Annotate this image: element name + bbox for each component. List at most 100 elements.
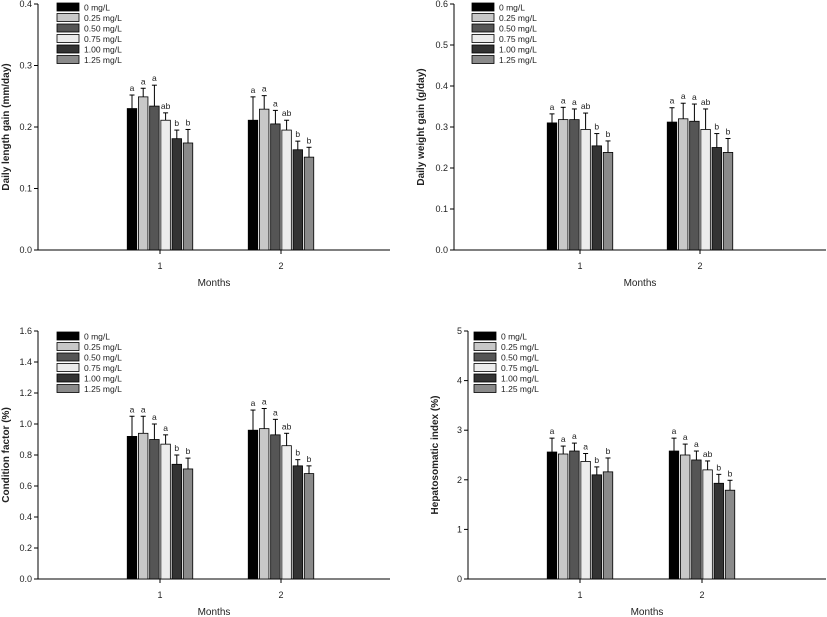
x-tick-label: 1 (577, 261, 582, 271)
legend-label: 0.50 mg/L (84, 353, 122, 363)
significance-letter: a (273, 407, 278, 417)
significance-letter: a (561, 434, 566, 444)
bar (182, 142, 194, 251)
legend-swatch (471, 13, 495, 22)
y-axis-title: Daily weight gain (g/day) (416, 68, 427, 185)
x-axis-title: Months (624, 278, 657, 289)
significance-letter: a (262, 397, 267, 407)
bar (303, 473, 315, 580)
legend-label: 0.25 mg/L (501, 342, 539, 352)
legend-swatch (473, 352, 497, 362)
bar (569, 119, 580, 251)
y-tick-label: 4 (457, 376, 462, 386)
significance-letter: a (681, 91, 686, 101)
y-tick-label: 0.0 (435, 245, 448, 255)
y-tick-label: 0.4 (19, 512, 32, 522)
legend-swatch (471, 2, 495, 12)
bar (281, 445, 292, 580)
legend-label: 1.25 mg/L (501, 384, 539, 394)
x-tick-label: 1 (577, 590, 582, 600)
significance-letter: a (572, 97, 577, 107)
bar (259, 428, 270, 580)
legend-swatch (56, 13, 80, 22)
legend-swatch (471, 44, 495, 54)
bar (171, 463, 182, 580)
bar (680, 454, 691, 580)
y-tick-label: 0.1 (19, 184, 32, 194)
significance-letter: a (683, 432, 688, 442)
bar (558, 453, 569, 580)
bar (602, 471, 614, 580)
significance-letter: a (672, 426, 677, 436)
legend-label: 0.25 mg/L (84, 13, 122, 23)
bar (303, 156, 315, 251)
bar (666, 121, 678, 251)
y-tick-label: 1 (457, 524, 462, 534)
legend-label: 1.25 mg/L (84, 55, 122, 65)
significance-letter: a (163, 423, 168, 433)
bar (580, 461, 591, 580)
significance-letter: a (141, 404, 146, 414)
legend: 0 mg/L0.25 mg/L0.50 mg/L0.75 mg/L1.00 mg… (471, 2, 537, 65)
significance-letter: a (262, 84, 267, 94)
bar (247, 429, 259, 580)
bar (160, 443, 171, 580)
legend-swatch (56, 363, 80, 372)
y-tick-label: 3 (457, 425, 462, 435)
y-tick-label: 0.2 (435, 163, 448, 173)
significance-letter: b (726, 126, 731, 136)
bar (149, 439, 160, 580)
legend-label: 0.25 mg/L (84, 342, 122, 352)
x-axis-title: Months (198, 278, 231, 289)
y-tick-label: 0.0 (19, 574, 32, 584)
significance-letter: a (152, 73, 157, 83)
legend-label: 0.50 mg/L (499, 24, 537, 34)
legend-swatch (56, 2, 80, 12)
y-axis-title: Condition factor (%) (1, 407, 12, 503)
bar (270, 434, 281, 580)
significance-letter: b (606, 446, 611, 456)
legend-swatch (56, 55, 80, 64)
significance-letter: ab (701, 97, 711, 107)
y-tick-label: 1.4 (19, 357, 32, 367)
significance-letter: a (694, 439, 699, 449)
legend-label: 0.75 mg/L (84, 34, 122, 44)
bar (678, 118, 689, 251)
significance-letter: ab (581, 101, 591, 111)
significance-letter: a (273, 98, 278, 108)
chart-panel-3: 0.0 0.2 0.4 0.6 0.8 1.0 1.2 1.4 1.6 1 2 Months Condi… (1, 326, 390, 617)
y-tick-label: 0.3 (435, 122, 448, 132)
y-tick-label: 1.2 (19, 388, 32, 398)
bar (700, 129, 711, 251)
legend-label: 1.00 mg/L (499, 45, 537, 55)
bar (281, 129, 292, 251)
x-tick-label: 1 (157, 261, 162, 271)
significance-letter: b (307, 454, 312, 464)
y-tick-label: 0.1 (435, 204, 448, 214)
significance-letter: b (594, 455, 599, 465)
legend-swatch (471, 23, 495, 33)
legend-swatch (473, 384, 497, 393)
legend-label: 0.75 mg/L (499, 34, 537, 44)
significance-letter: b (295, 448, 300, 458)
legend-swatch (471, 55, 495, 64)
legend-swatch (473, 342, 497, 351)
bar (138, 96, 149, 251)
bar (591, 474, 602, 580)
significance-letter: b (174, 443, 179, 453)
bar (546, 122, 558, 251)
y-tick-label: 0.0 (19, 245, 32, 255)
y-tick-label: 0 (457, 574, 462, 584)
y-tick-label: 2 (457, 475, 462, 485)
y-tick-label: 0.6 (435, 0, 448, 9)
y-tick-label: 5 (457, 326, 462, 336)
significance-letter: a (141, 76, 146, 86)
bar (292, 465, 303, 580)
significance-letter: b (606, 129, 611, 139)
chart-panel-2: 0.0 0.1 0.2 0.3 0.4 0.5 0.6 1 2 Months Daily weigh… (416, 0, 826, 289)
bar (138, 432, 149, 580)
x-tick-label: 2 (278, 590, 283, 600)
legend-label: 0.75 mg/L (501, 363, 539, 373)
chart-panel-1: 0.0 0.1 0.2 0.3 0.4 1 2 Months Daily length gain… (1, 0, 390, 289)
legend-label: 0 mg/L (84, 332, 110, 342)
